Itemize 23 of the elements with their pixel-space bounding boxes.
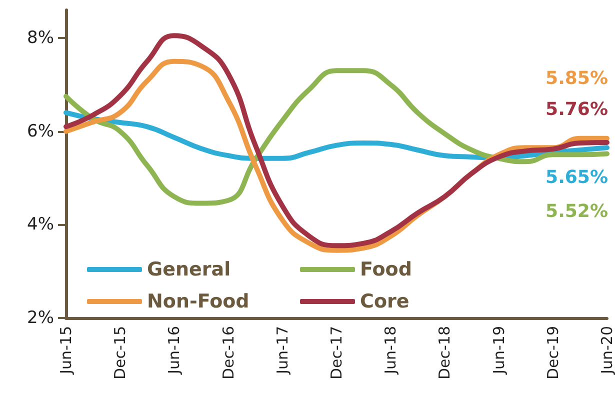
x-tick-label: Dec-17 — [328, 326, 346, 380]
data-label: 5.52% — [546, 201, 608, 222]
legend-label: General — [147, 258, 231, 280]
x-tick-label: Jun-16 — [165, 326, 184, 375]
x-tick-label: Jun-20 — [598, 326, 615, 375]
y-tick-label: 4% — [27, 214, 54, 235]
legend-label: Non-Food — [147, 290, 250, 312]
x-tick-label: Jun-18 — [382, 326, 400, 375]
y-tick-label: 8% — [27, 28, 54, 48]
x-tick-label: Dec-15 — [111, 326, 130, 380]
x-tick-label: Jun-19 — [490, 326, 508, 375]
x-tick-label: Dec-18 — [436, 326, 454, 380]
data-label: 5.76% — [546, 99, 608, 120]
x-tick-label: Dec-16 — [219, 326, 238, 380]
x-tick-label: Jun-17 — [273, 326, 292, 375]
legend-label: Food — [360, 258, 412, 280]
x-tick-label: Jun-15 — [57, 326, 75, 375]
y-tick-label: 6% — [27, 121, 54, 142]
data-label: 5.85% — [546, 68, 608, 89]
y-tick-label: 2% — [27, 308, 54, 328]
data-label: 5.65% — [546, 167, 608, 188]
x-tick-label: Dec-19 — [544, 326, 562, 380]
legend-label: Core — [360, 290, 410, 312]
